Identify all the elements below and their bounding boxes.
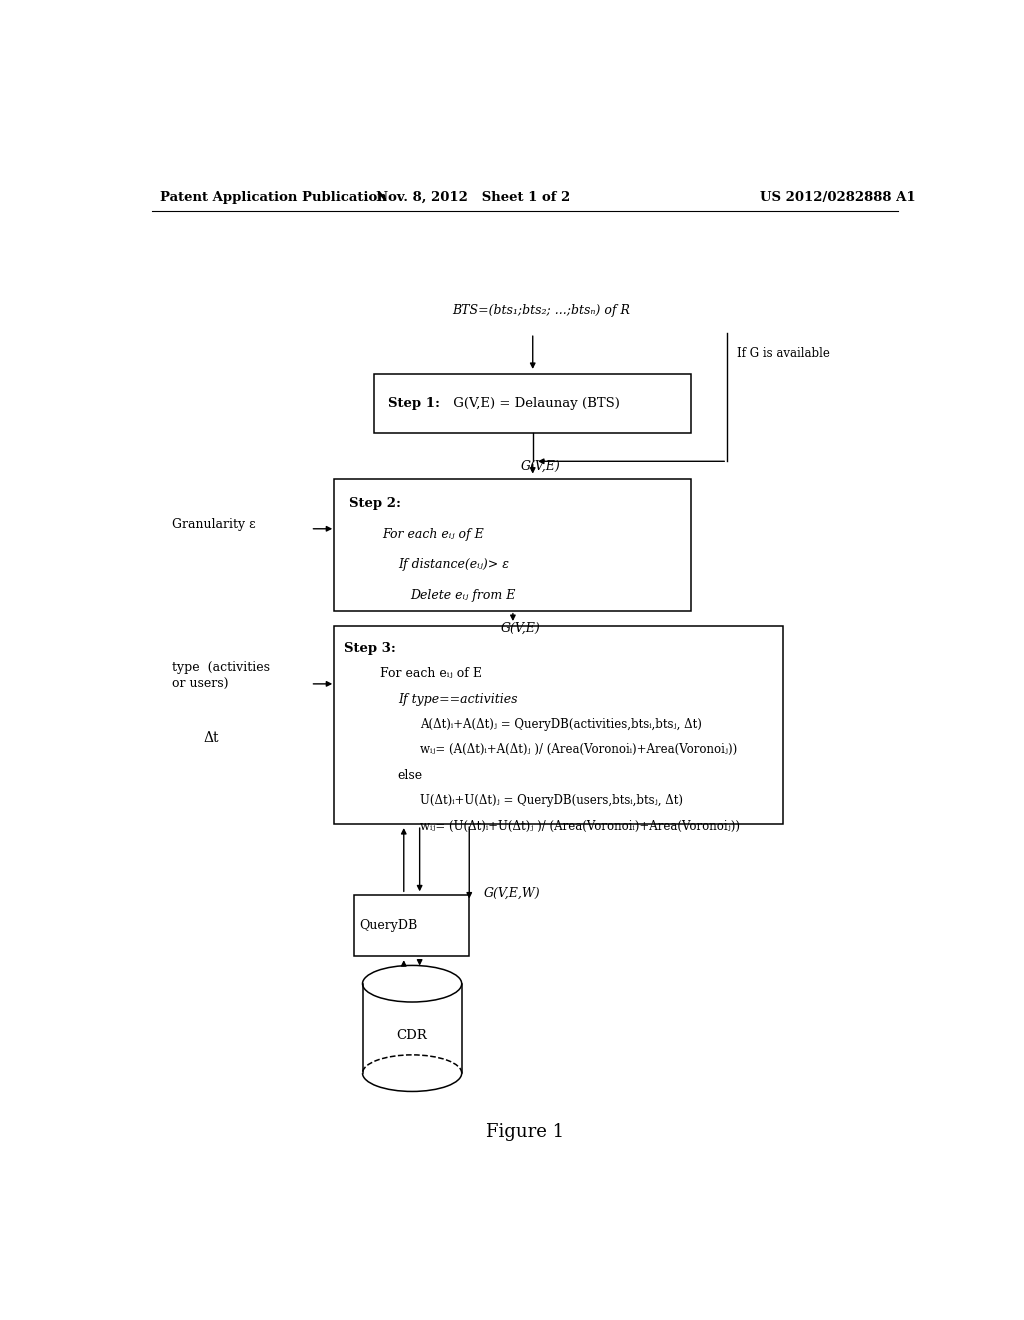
Bar (354, 895, 469, 956)
Text: Figure 1: Figure 1 (485, 1123, 564, 1140)
Text: type  (activities
or users): type (activities or users) (172, 661, 269, 690)
Text: Patent Application Publication: Patent Application Publication (160, 190, 386, 203)
Text: U(Δt)ᵢ+U(Δt)ⱼ = QueryDB(users,btsᵢ,btsⱼ, Δt): U(Δt)ᵢ+U(Δt)ⱼ = QueryDB(users,btsᵢ,btsⱼ,… (420, 795, 683, 808)
Text: G(V,E): G(V,E) (521, 459, 560, 473)
Text: wᵢⱼ= (U(Δt)ᵢ+U(Δt)ⱼ )/ (Area(Voronoiᵢ)+Area(Voronoiⱼ)): wᵢⱼ= (U(Δt)ᵢ+U(Δt)ⱼ )/ (Area(Voronoiᵢ)+A… (420, 820, 740, 833)
Text: G(V,E,W): G(V,E,W) (483, 887, 540, 900)
Text: A(Δt)ᵢ+A(Δt)ⱼ = QueryDB(activities,btsᵢ,btsⱼ, Δt): A(Δt)ᵢ+A(Δt)ⱼ = QueryDB(activities,btsᵢ,… (420, 718, 701, 731)
Text: wᵢⱼ= (A(Δt)ᵢ+A(Δt)ⱼ )/ (Area(Voronoiᵢ)+Area(Voronoiⱼ)): wᵢⱼ= (A(Δt)ᵢ+A(Δt)ⱼ )/ (Area(Voronoiᵢ)+A… (420, 743, 737, 756)
Text: Δt: Δt (204, 731, 219, 744)
Ellipse shape (362, 965, 462, 1002)
Text: Step 2:: Step 2: (348, 498, 400, 511)
Text: Step 1:: Step 1: (388, 397, 440, 409)
Text: else: else (397, 768, 423, 781)
Text: For each eᵢⱼ of E: For each eᵢⱼ of E (382, 528, 483, 541)
Text: G(V,E): G(V,E) (501, 622, 541, 635)
Text: If type==activities: If type==activities (397, 693, 517, 706)
Text: Nov. 8, 2012   Sheet 1 of 2: Nov. 8, 2012 Sheet 1 of 2 (376, 190, 570, 203)
Text: For each eᵢⱼ of E: For each eᵢⱼ of E (380, 667, 482, 680)
Bar (374, 374, 691, 433)
Text: Delete eᵢⱼ from E: Delete eᵢⱼ from E (410, 589, 515, 602)
Text: Granularity ε: Granularity ε (172, 519, 255, 531)
Text: G(V,E) = Delaunay (BTS): G(V,E) = Delaunay (BTS) (449, 397, 620, 409)
Text: QueryDB: QueryDB (359, 919, 417, 932)
Text: Step 3:: Step 3: (344, 642, 395, 655)
Text: CDR: CDR (396, 1030, 427, 1041)
Text: If distance(eᵢⱼ)> ε: If distance(eᵢⱼ)> ε (397, 558, 509, 572)
Text: If G is available: If G is available (736, 347, 829, 360)
Bar (334, 626, 782, 824)
Text: BTS=(bts₁;bts₂; ...;btsₙ) of R: BTS=(bts₁;bts₂; ...;btsₙ) of R (452, 305, 630, 317)
Text: US 2012/0282888 A1: US 2012/0282888 A1 (761, 190, 916, 203)
Bar (334, 479, 691, 611)
